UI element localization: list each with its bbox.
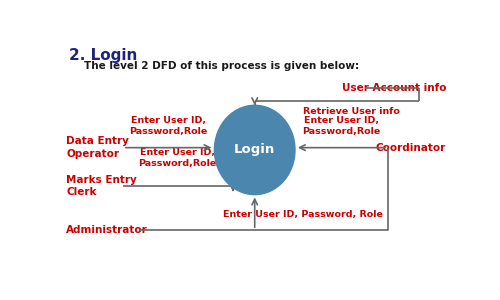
Text: Marks Entry
Clerk: Marks Entry Clerk: [66, 175, 137, 197]
Text: Data Entry
Operator: Data Entry Operator: [66, 136, 129, 159]
Text: Enter User ID,
Password,Role: Enter User ID, Password,Role: [130, 116, 208, 136]
Text: User Account info: User Account info: [342, 82, 446, 93]
Ellipse shape: [214, 105, 295, 195]
Text: The level 2 DFD of this process is given below:: The level 2 DFD of this process is given…: [84, 61, 359, 70]
Text: Coordinator: Coordinator: [376, 143, 446, 153]
Text: Login: Login: [234, 143, 276, 157]
Text: Enter User ID,
Password,Role: Enter User ID, Password,Role: [138, 148, 216, 168]
Text: 2. Login: 2. Login: [68, 47, 137, 62]
Text: Administrator: Administrator: [66, 225, 148, 235]
Text: Enter User ID, Password, Role: Enter User ID, Password, Role: [223, 210, 382, 219]
Text: Enter User ID,
Password,Role: Enter User ID, Password,Role: [302, 116, 380, 136]
Text: Retrieve User info: Retrieve User info: [303, 107, 400, 116]
